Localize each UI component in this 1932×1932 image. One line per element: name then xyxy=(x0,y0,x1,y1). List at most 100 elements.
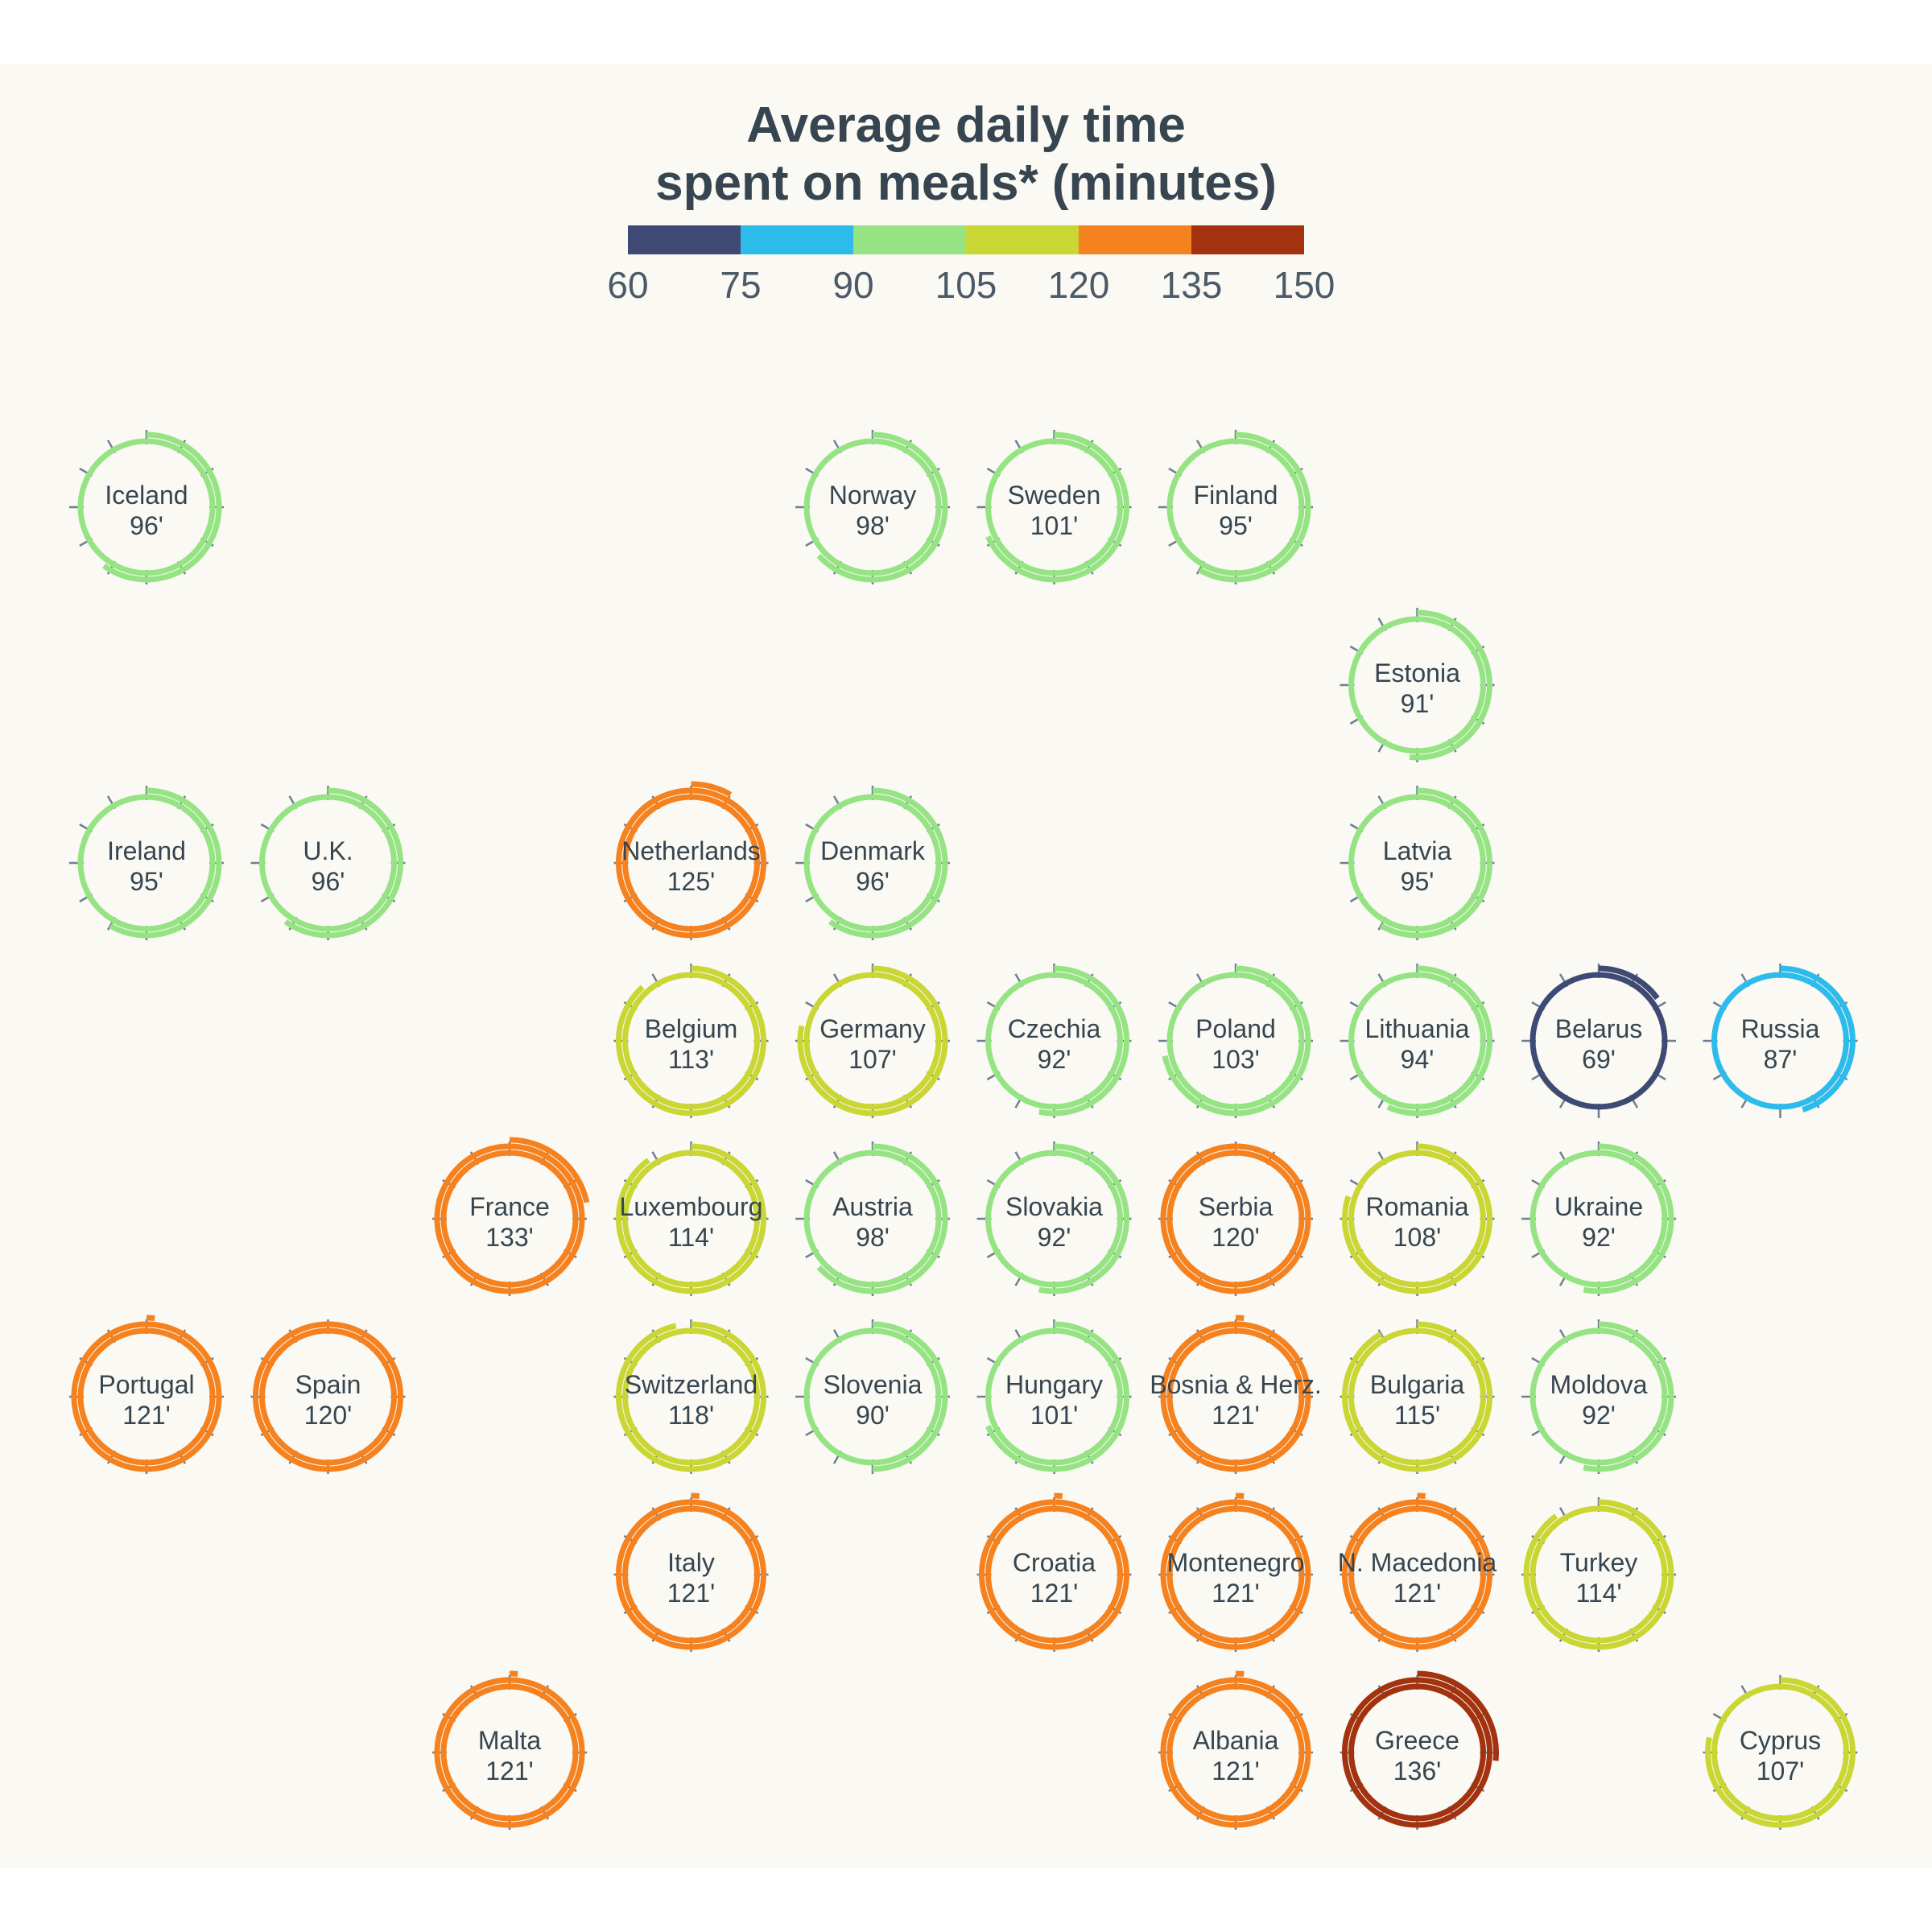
chart-title: Average daily time spent on meals* (minu… xyxy=(0,97,1932,213)
value-ring-lap-1 xyxy=(803,438,942,576)
country-name: Hungary xyxy=(1005,1370,1103,1399)
legend-swatch-4 xyxy=(1079,225,1191,254)
country-value-label: 107' xyxy=(848,1045,897,1074)
value-ring-lap-2 xyxy=(1379,787,1493,939)
country-name: Switzerland xyxy=(625,1370,758,1399)
value-ring-lap-1 xyxy=(1166,972,1305,1110)
legend-swatch-5 xyxy=(1191,225,1304,254)
value-ring-lap-2 xyxy=(816,431,948,583)
country-value-label: 114' xyxy=(1575,1579,1621,1608)
value-ring-lap-2 xyxy=(978,1499,1129,1650)
country-name: France xyxy=(469,1192,550,1221)
value-ring-lap-1 xyxy=(803,1150,942,1288)
value-ring-lap-1 xyxy=(1166,1327,1305,1466)
legend-tick-label: 105 xyxy=(935,264,997,306)
value-ring-lap-1 xyxy=(1530,1327,1668,1466)
country-value-label: 108' xyxy=(1393,1223,1442,1252)
value-ring-lap-2 xyxy=(1780,965,1856,1113)
legend-swatch-2 xyxy=(853,225,966,254)
country-value-label: 92' xyxy=(1582,1223,1616,1252)
country-name: Bosnia & Herz. xyxy=(1150,1370,1321,1399)
value-ring-lap-2 xyxy=(872,1321,948,1472)
country-value-label: 113' xyxy=(668,1045,714,1074)
legend-swatch-1 xyxy=(741,225,853,254)
country-name: Slovakia xyxy=(1005,1192,1103,1221)
value-ring-lap-1 xyxy=(985,1505,1123,1644)
country-value-label: 87' xyxy=(1764,1045,1798,1074)
value-ring-lap-2 xyxy=(1386,965,1492,1117)
value-ring-lap-1 xyxy=(1530,1150,1668,1288)
value-ring-lap-1 xyxy=(985,1150,1123,1288)
country-name: Turkey xyxy=(1560,1548,1638,1577)
value-ring-lap-2 xyxy=(615,787,766,939)
value-ring-lap-1 xyxy=(440,1150,579,1288)
country-name: Czechia xyxy=(1008,1014,1101,1043)
country-value-label: 120' xyxy=(304,1401,353,1430)
value-ring-lap-2 xyxy=(1198,431,1311,583)
value-ring-lap-1 xyxy=(1530,972,1668,1110)
country-value-label: 121' xyxy=(1212,1579,1260,1608)
country-value-label: 114' xyxy=(668,1223,714,1252)
value-ring-lap-2 xyxy=(1341,1677,1492,1828)
value-ring-lap-1 xyxy=(622,1150,760,1288)
legend-swatch-0 xyxy=(628,225,741,254)
country-value-label: 91' xyxy=(1401,689,1435,718)
country-name: Luxembourg xyxy=(620,1192,763,1221)
country-name: Croatia xyxy=(1013,1548,1096,1577)
country-name: Ireland xyxy=(107,836,186,865)
country-name: Belgium xyxy=(645,1014,738,1043)
value-ring-lap-1 xyxy=(803,972,942,1110)
value-ring-lap-1 xyxy=(985,438,1123,576)
value-ring-lap-2 xyxy=(252,1321,403,1472)
legend-tick-label: 60 xyxy=(607,264,648,306)
country-name: Sweden xyxy=(1008,481,1101,510)
value-ring-lap-2 xyxy=(1160,1321,1311,1472)
country-value-label: 69' xyxy=(1582,1045,1616,1074)
country-name: Belarus xyxy=(1555,1014,1643,1043)
value-ring-lap-1 xyxy=(985,1327,1123,1466)
country-name: Bulgaria xyxy=(1370,1370,1465,1399)
country-value-label: 96' xyxy=(312,867,345,896)
value-ring-lap-1 xyxy=(1348,616,1486,754)
country-name: Norway xyxy=(829,481,916,510)
country-name: U.K. xyxy=(303,836,353,865)
legend-tick-label: 120 xyxy=(1048,264,1110,306)
value-ring-lap-1 xyxy=(1348,1505,1486,1644)
country-name: Malta xyxy=(478,1726,541,1755)
value-ring-lap-2 xyxy=(616,1321,767,1472)
value-ring-lap-2 xyxy=(1038,965,1129,1117)
value-ring-lap-2 xyxy=(1583,1143,1674,1294)
value-ring-lap-2 xyxy=(434,1677,585,1828)
color-legend: 60 75 90 105 120 135 150 xyxy=(607,225,1335,306)
value-ring-lap-3 xyxy=(509,1137,590,1203)
value-ring-lap-1 xyxy=(440,1683,579,1822)
value-ring-lap-1 xyxy=(1530,1505,1668,1644)
country-value-label: 90' xyxy=(856,1401,890,1430)
value-ring-lap-3 xyxy=(1417,1670,1499,1761)
value-ring-lap-1 xyxy=(803,1327,942,1466)
country-value-label: 94' xyxy=(1401,1045,1435,1074)
country-name: Albania xyxy=(1193,1726,1279,1755)
value-ring-lap-1 xyxy=(77,438,216,576)
value-ring-lap-2 xyxy=(816,1143,948,1294)
country-tile: U.K.96' xyxy=(250,786,406,940)
